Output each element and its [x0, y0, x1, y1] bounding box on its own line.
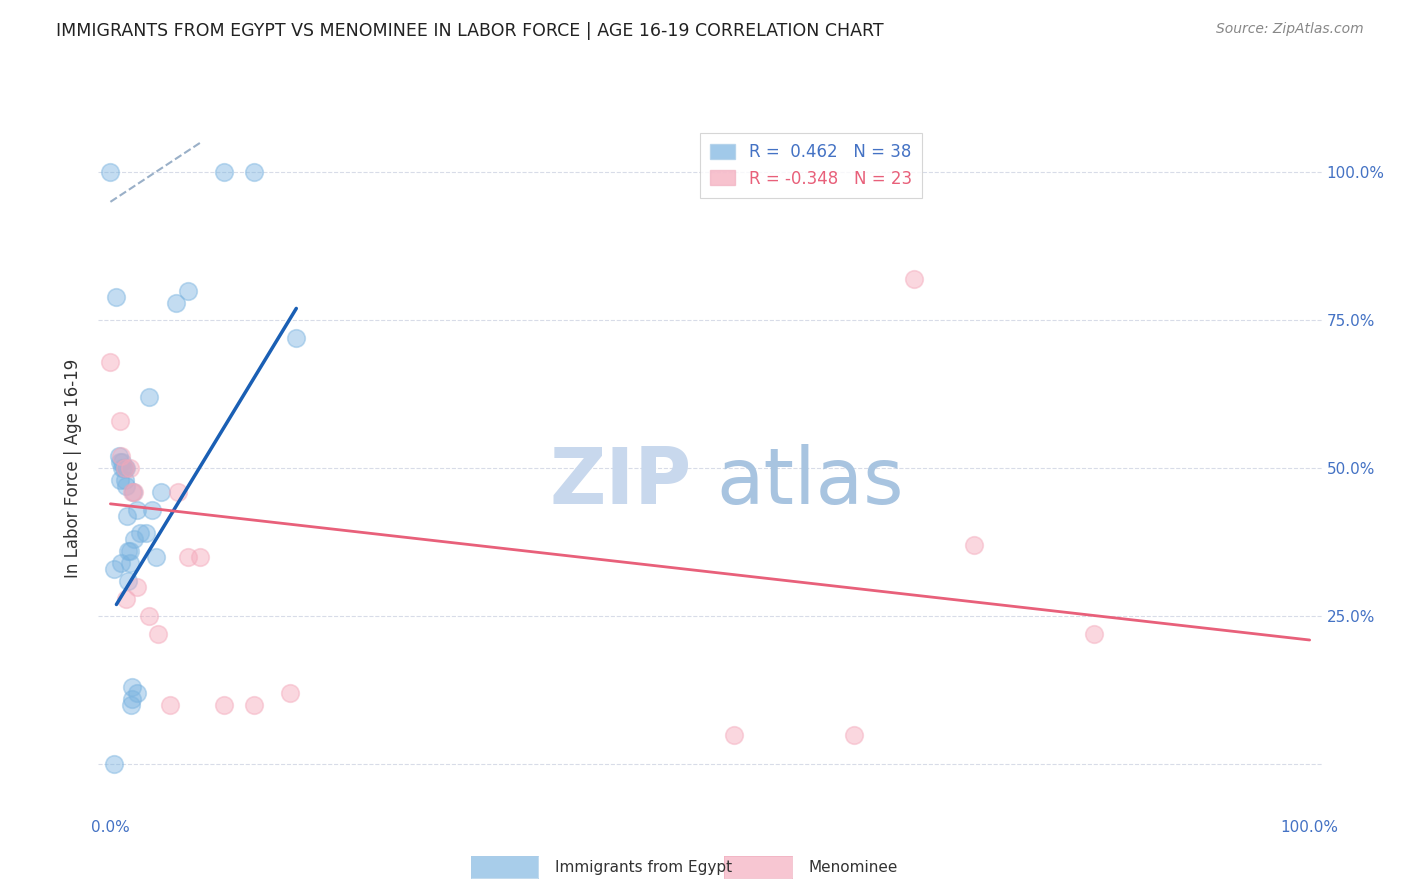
Point — [723, 728, 745, 742]
Point — [122, 485, 145, 500]
Point — [100, 355, 122, 369]
Point — [114, 461, 136, 475]
Point — [145, 550, 167, 565]
Point — [118, 461, 141, 475]
Text: ZIP: ZIP — [550, 444, 692, 520]
Point — [214, 165, 236, 179]
Point — [285, 331, 308, 345]
Point — [115, 591, 138, 606]
Point — [125, 686, 148, 700]
Text: IMMIGRANTS FROM EGYPT VS MENOMINEE IN LABOR FORCE | AGE 16-19 CORRELATION CHART: IMMIGRANTS FROM EGYPT VS MENOMINEE IN LA… — [56, 22, 884, 40]
Point — [129, 526, 152, 541]
Point — [177, 550, 200, 565]
Point — [124, 533, 146, 547]
Point — [103, 757, 125, 772]
Point — [278, 686, 301, 700]
Point — [165, 295, 187, 310]
Point — [166, 485, 188, 500]
Point — [115, 508, 138, 523]
Point — [842, 728, 865, 742]
Point — [105, 289, 128, 303]
Point — [111, 455, 134, 469]
Point — [903, 272, 925, 286]
Point — [159, 698, 181, 713]
Point — [138, 390, 160, 404]
Point — [118, 556, 141, 570]
Point — [108, 414, 131, 428]
Point — [135, 526, 157, 541]
Point — [115, 461, 138, 475]
Point — [120, 698, 142, 713]
Text: Menominee: Menominee — [808, 860, 898, 874]
Text: Source: ZipAtlas.com: Source: ZipAtlas.com — [1216, 22, 1364, 37]
Point — [117, 574, 139, 588]
Point — [108, 450, 131, 464]
Point — [121, 681, 143, 695]
Point — [243, 698, 266, 713]
Point — [112, 461, 135, 475]
Point — [103, 562, 125, 576]
Point — [177, 284, 200, 298]
Point — [114, 473, 136, 487]
Text: Immigrants from Egypt: Immigrants from Egypt — [555, 860, 733, 874]
Point — [188, 550, 212, 565]
Point — [121, 485, 143, 500]
Point — [111, 461, 134, 475]
Point — [124, 485, 146, 500]
Point — [963, 538, 986, 552]
Point — [115, 479, 138, 493]
Point — [108, 473, 131, 487]
Point — [110, 450, 132, 464]
Point — [117, 544, 139, 558]
Point — [118, 544, 141, 558]
Y-axis label: In Labor Force | Age 16-19: In Labor Force | Age 16-19 — [65, 359, 83, 578]
Point — [100, 165, 122, 179]
Point — [149, 485, 172, 500]
Point — [148, 627, 170, 641]
Point — [1083, 627, 1105, 641]
Point — [141, 502, 163, 516]
Point — [114, 461, 136, 475]
Point — [214, 698, 236, 713]
Point — [125, 502, 148, 516]
Point — [243, 165, 266, 179]
Point — [138, 609, 160, 624]
Point — [108, 455, 131, 469]
Text: atlas: atlas — [716, 444, 904, 520]
Point — [110, 556, 132, 570]
Point — [125, 580, 148, 594]
Point — [121, 692, 143, 706]
Legend: R =  0.462   N = 38, R = -0.348   N = 23: R = 0.462 N = 38, R = -0.348 N = 23 — [700, 133, 922, 197]
